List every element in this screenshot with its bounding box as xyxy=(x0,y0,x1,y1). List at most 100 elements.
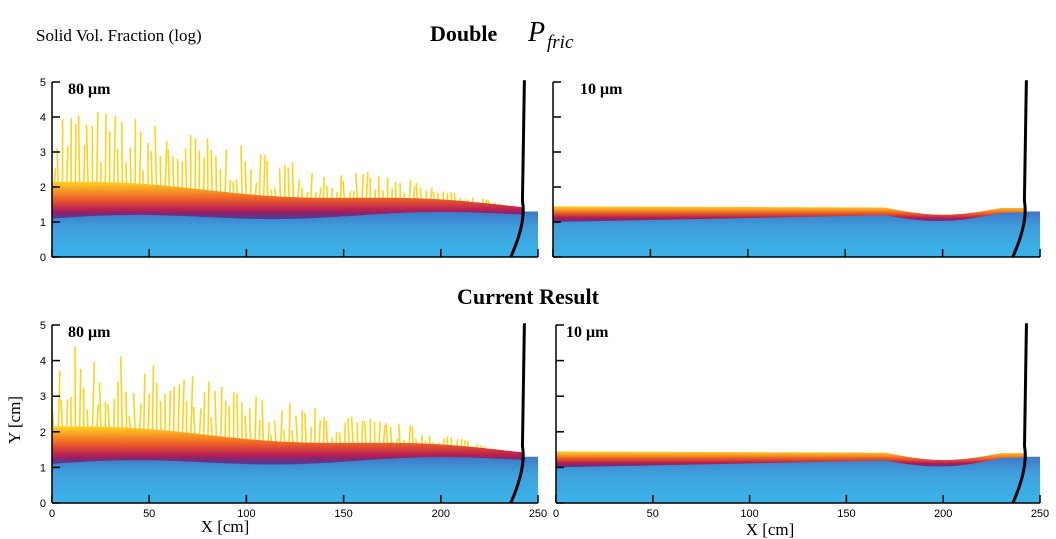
spike xyxy=(194,138,197,194)
field xyxy=(553,80,1040,257)
spike xyxy=(57,370,61,432)
x-tick-label: 50 xyxy=(143,508,155,520)
y-tick-label: 5 xyxy=(40,77,46,89)
spike xyxy=(278,168,282,202)
panel-label: 10 μm xyxy=(580,81,623,98)
x-tick-label: 150 xyxy=(837,508,855,520)
y-tick-label: 3 xyxy=(40,391,46,403)
spike xyxy=(119,356,124,433)
spike xyxy=(261,399,265,446)
x-tick-label: 50 xyxy=(647,508,659,520)
spike xyxy=(279,410,283,447)
y-axis-label: Y [cm] xyxy=(5,396,24,444)
spike xyxy=(215,156,218,197)
y-tick-label: 4 xyxy=(40,112,46,124)
panel-label: 80 μm xyxy=(68,324,111,341)
spike xyxy=(207,381,210,441)
spike xyxy=(129,147,132,189)
spike xyxy=(291,161,295,203)
spike xyxy=(258,154,262,201)
spike xyxy=(168,390,172,437)
spike xyxy=(159,155,162,191)
spike xyxy=(172,386,176,437)
spike xyxy=(219,386,223,442)
spike xyxy=(85,124,89,188)
y-tick-label: 1 xyxy=(40,217,46,229)
field xyxy=(52,80,538,257)
x-axis-label: X [cm] xyxy=(746,520,795,539)
spike xyxy=(113,115,117,188)
spike xyxy=(236,393,239,444)
spike xyxy=(150,151,154,190)
spike xyxy=(248,408,252,445)
spike xyxy=(147,393,151,435)
title-subscript: fric xyxy=(547,32,574,53)
spike xyxy=(125,391,128,433)
x-tick-label: 0 xyxy=(553,508,559,520)
left-title: Solid Vol. Fraction (log) xyxy=(36,26,202,45)
x-tick-label: 250 xyxy=(529,508,547,520)
title-symbol: P xyxy=(527,17,545,48)
interface xyxy=(509,80,526,257)
mixture-band xyxy=(553,206,1025,222)
spike xyxy=(78,368,82,432)
spike xyxy=(224,400,227,443)
interface xyxy=(1011,80,1028,257)
mixture-band xyxy=(556,451,1025,468)
y-tick-label: 5 xyxy=(40,320,46,332)
spike xyxy=(254,396,258,446)
interface xyxy=(509,323,526,503)
spike xyxy=(113,398,116,433)
panel-label: 80 μm xyxy=(68,81,111,98)
row-title: Current Result xyxy=(457,284,600,309)
y-tick-label: 4 xyxy=(40,356,46,368)
y-tick-label: 2 xyxy=(40,427,46,439)
row-title: Double xyxy=(430,21,497,46)
mixture-band xyxy=(52,426,523,465)
y-tick-label: 0 xyxy=(40,498,46,510)
water-region xyxy=(52,211,538,257)
y-tick-label: 0 xyxy=(40,252,46,264)
spike xyxy=(65,146,69,187)
spike xyxy=(287,167,290,203)
spike xyxy=(132,393,137,434)
water-region xyxy=(556,456,1040,503)
spike xyxy=(116,148,119,188)
spike xyxy=(190,376,194,439)
spike xyxy=(266,160,269,202)
spike xyxy=(60,399,64,432)
x-tick-label: 100 xyxy=(237,508,255,520)
spike xyxy=(304,413,308,448)
x-axis-label: X [cm] xyxy=(201,517,250,536)
spike xyxy=(210,149,213,196)
water-region xyxy=(553,211,1040,257)
spike xyxy=(74,123,77,187)
spike xyxy=(224,149,228,198)
spike xyxy=(83,144,86,187)
interface xyxy=(1011,323,1028,503)
spike xyxy=(91,361,96,432)
y-tick-label: 2 xyxy=(40,182,46,194)
panel-label: 10 μm xyxy=(566,324,609,341)
x-tick-label: 0 xyxy=(49,508,55,520)
spike xyxy=(214,391,218,442)
spike xyxy=(181,379,185,438)
spike xyxy=(202,391,206,440)
spike xyxy=(202,157,206,195)
y-tick-label: 1 xyxy=(40,462,46,474)
x-tick-label: 100 xyxy=(740,508,758,520)
spike xyxy=(138,131,142,189)
spike xyxy=(167,149,171,192)
spike xyxy=(98,382,102,433)
mixture-band xyxy=(52,181,523,220)
spike xyxy=(56,148,60,187)
spike xyxy=(184,148,188,194)
spike xyxy=(104,113,107,188)
x-tick-label: 150 xyxy=(334,508,352,520)
spike xyxy=(142,373,146,435)
spike xyxy=(288,403,291,448)
x-tick-label: 250 xyxy=(1031,508,1049,520)
y-tick-label: 3 xyxy=(40,147,46,159)
x-tick-label: 200 xyxy=(432,508,450,520)
